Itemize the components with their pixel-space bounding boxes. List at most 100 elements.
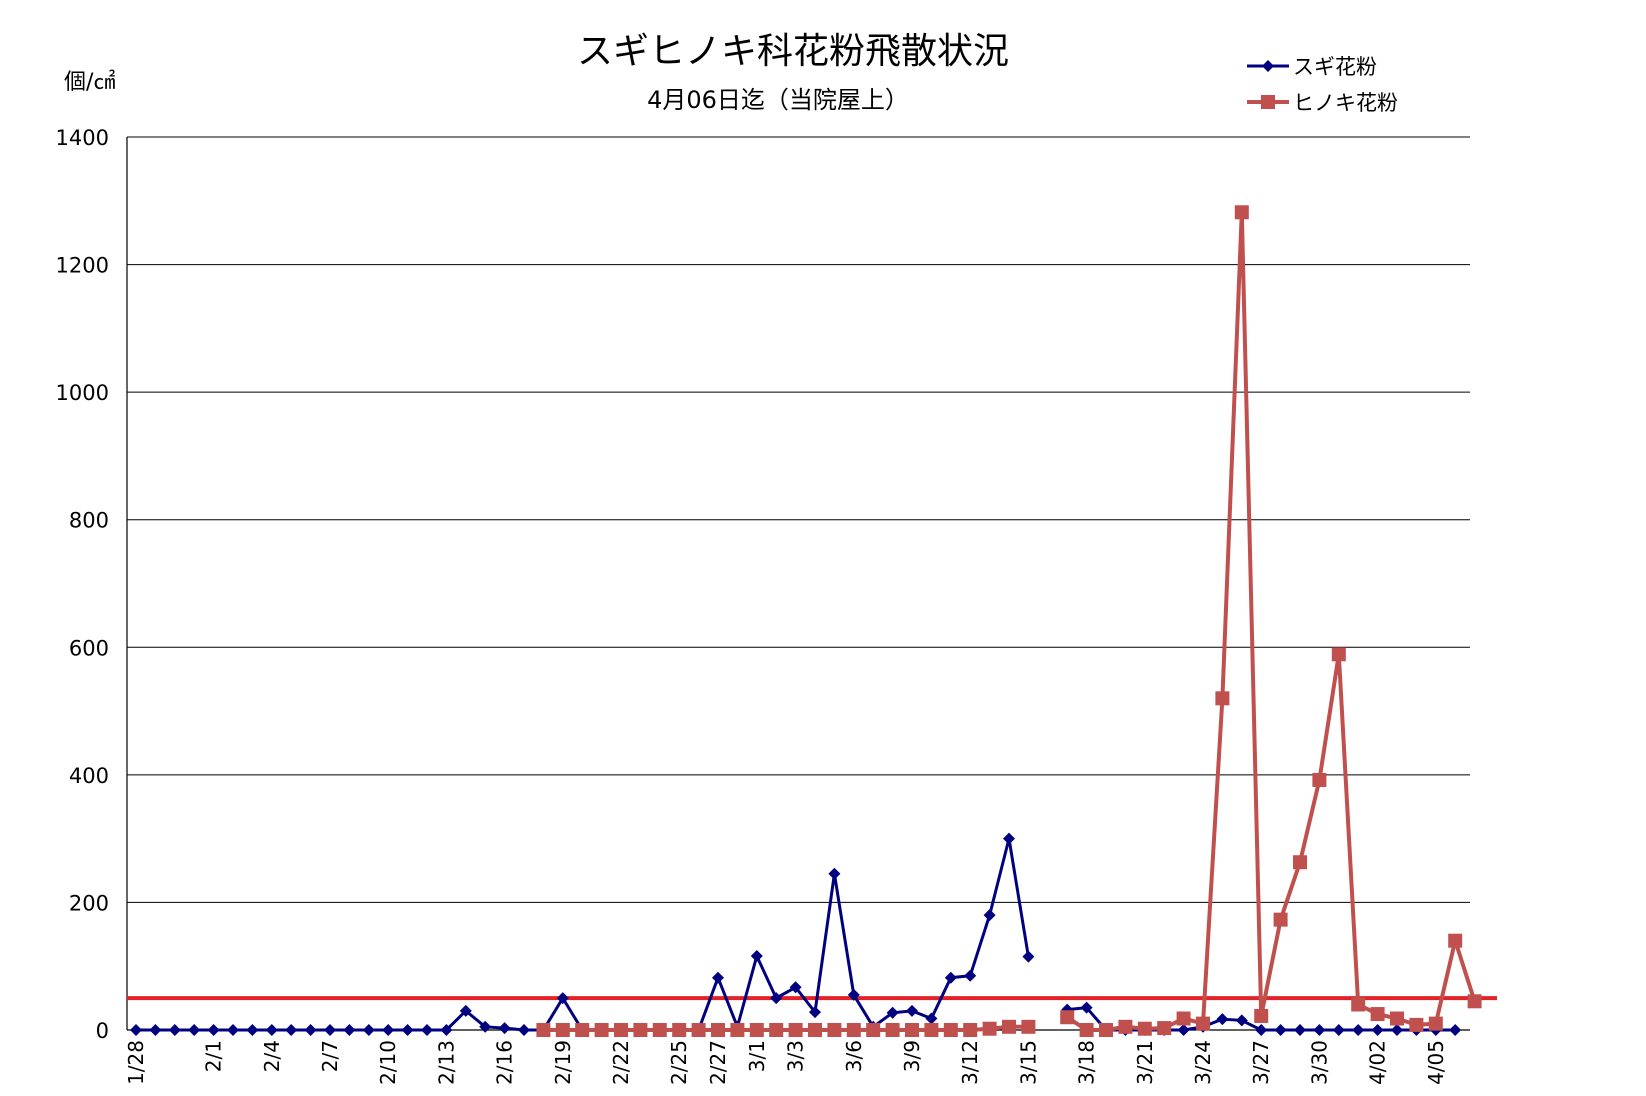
data-point-sugi bbox=[1449, 1024, 1462, 1036]
data-point-sugi bbox=[362, 1024, 375, 1036]
data-point-sugi bbox=[906, 1004, 918, 1017]
data-point-sugi bbox=[421, 1024, 433, 1036]
data-point-sugi bbox=[168, 1024, 181, 1036]
x-tick-label: 3/3 bbox=[784, 1040, 808, 1072]
data-point-sugi bbox=[440, 1024, 453, 1036]
data-point-hinoki bbox=[1234, 205, 1249, 220]
legend-label-hinoki: ヒノキ花粉 bbox=[1293, 91, 1398, 115]
data-point-sugi bbox=[1313, 1024, 1326, 1036]
data-point-hinoki bbox=[749, 1023, 764, 1037]
data-point-sugi bbox=[285, 1024, 298, 1036]
data-point-sugi bbox=[304, 1024, 317, 1036]
data-point-hinoki bbox=[633, 1023, 648, 1037]
data-point-hinoki bbox=[1428, 1016, 1443, 1031]
data-point-sugi bbox=[149, 1024, 162, 1036]
data-point-hinoki bbox=[536, 1023, 551, 1037]
data-point-hinoki bbox=[672, 1023, 687, 1037]
series-line-1 bbox=[1066, 212, 1477, 1032]
chart-title: スギヒノキ科花粉飛散状況 bbox=[576, 31, 1009, 72]
data-point-hinoki bbox=[1409, 1017, 1424, 1032]
x-tick-label: 3/6 bbox=[842, 1040, 866, 1072]
data-point-sugi bbox=[964, 969, 977, 982]
data-point-hinoki bbox=[1467, 994, 1482, 1009]
data-point-sugi bbox=[1352, 1024, 1365, 1036]
legend-marker-square-icon bbox=[1247, 95, 1289, 109]
data-point-sugi bbox=[1371, 1024, 1384, 1036]
y-tick-label: 0 bbox=[96, 1019, 109, 1043]
data-point-hinoki bbox=[594, 1023, 609, 1037]
data-point-sugi bbox=[847, 988, 860, 1001]
data-point-sugi bbox=[944, 971, 957, 984]
data-point-hinoki bbox=[555, 1023, 570, 1037]
x-tick-label: 2/7 bbox=[318, 1040, 342, 1072]
data-point-hinoki bbox=[905, 1023, 919, 1037]
data-point-sugi bbox=[1216, 1013, 1229, 1026]
data-point-sugi bbox=[227, 1024, 239, 1036]
data-point-hinoki bbox=[1312, 772, 1327, 787]
y-tick-label: 1400 bbox=[56, 126, 109, 150]
data-point-hinoki bbox=[691, 1023, 706, 1037]
data-point-hinoki bbox=[711, 1023, 725, 1037]
data-point-hinoki bbox=[769, 1023, 784, 1037]
data-point-sugi bbox=[925, 1012, 938, 1025]
data-point-hinoki bbox=[963, 1023, 978, 1037]
data-point-sugi bbox=[1294, 1024, 1306, 1036]
x-tick-label: 2/25 bbox=[667, 1040, 691, 1085]
data-point-hinoki bbox=[1157, 1021, 1172, 1036]
x-tick-label: 2/13 bbox=[434, 1040, 458, 1085]
data-point-sugi bbox=[1003, 832, 1015, 845]
data-point-sugi bbox=[556, 992, 569, 1005]
x-tick-label: 2/19 bbox=[551, 1040, 575, 1085]
chart-legend: スギ花粉 ヒノキ花粉 bbox=[1245, 48, 1398, 120]
data-point-sugi bbox=[246, 1024, 259, 1036]
data-point-sugi bbox=[382, 1024, 395, 1036]
data-point-sugi bbox=[1391, 1024, 1403, 1036]
x-tick-label: 2/1 bbox=[202, 1040, 226, 1072]
data-point-hinoki bbox=[1293, 855, 1307, 870]
data-point-hinoki bbox=[1351, 997, 1366, 1012]
x-tick-label: 2/27 bbox=[706, 1040, 730, 1085]
data-point-hinoki bbox=[924, 1023, 939, 1037]
x-tick-label: 4/02 bbox=[1366, 1040, 1390, 1085]
y-tick-label: 200 bbox=[69, 891, 109, 915]
data-point-sugi bbox=[1177, 1024, 1190, 1036]
y-tick-label: 600 bbox=[69, 636, 109, 660]
data-point-hinoki bbox=[1331, 647, 1346, 662]
x-tick-label: 2/22 bbox=[609, 1040, 633, 1085]
data-point-sugi bbox=[1274, 1024, 1287, 1036]
data-point-sugi bbox=[459, 1004, 472, 1017]
data-point-hinoki bbox=[614, 1023, 628, 1037]
data-point-sugi bbox=[324, 1024, 336, 1036]
data-point-sugi bbox=[983, 909, 996, 922]
data-point-sugi bbox=[1080, 1001, 1093, 1014]
legend-label-sugi: スギ花粉 bbox=[1293, 55, 1377, 79]
data-point-hinoki bbox=[827, 1023, 842, 1037]
data-point-hinoki bbox=[1137, 1021, 1152, 1036]
legend-item-sugi: スギ花粉 bbox=[1245, 48, 1398, 84]
x-tick-label: 3/27 bbox=[1249, 1040, 1273, 1085]
data-point-sugi bbox=[207, 1024, 220, 1036]
data-point-hinoki bbox=[575, 1023, 590, 1037]
chart-subtitle: 4月06日迄（当院屋上） bbox=[647, 86, 909, 114]
series-line-0 bbox=[136, 838, 1030, 1032]
data-point-sugi bbox=[265, 1024, 278, 1036]
data-point-hinoki bbox=[1370, 1007, 1385, 1022]
data-point-hinoki bbox=[1060, 1010, 1075, 1025]
y-tick-label: 800 bbox=[69, 509, 109, 533]
x-tick-label: 2/4 bbox=[260, 1040, 284, 1072]
data-point-hinoki bbox=[1118, 1019, 1133, 1034]
data-point-sugi bbox=[401, 1024, 414, 1036]
data-point-sugi bbox=[343, 1024, 356, 1036]
data-point-sugi bbox=[518, 1024, 530, 1036]
legend-marker-diamond-icon bbox=[1247, 60, 1289, 72]
x-tick-label: 3/30 bbox=[1307, 1040, 1331, 1085]
data-point-hinoki bbox=[1273, 912, 1288, 927]
data-point-sugi bbox=[712, 971, 724, 984]
data-point-hinoki bbox=[943, 1023, 958, 1037]
x-tick-label: 3/24 bbox=[1191, 1040, 1215, 1085]
x-tick-label: 2/16 bbox=[493, 1040, 517, 1085]
x-tick-label: 2/10 bbox=[376, 1040, 400, 1085]
y-tick-label: 1200 bbox=[56, 254, 109, 278]
data-point-hinoki bbox=[982, 1021, 997, 1036]
